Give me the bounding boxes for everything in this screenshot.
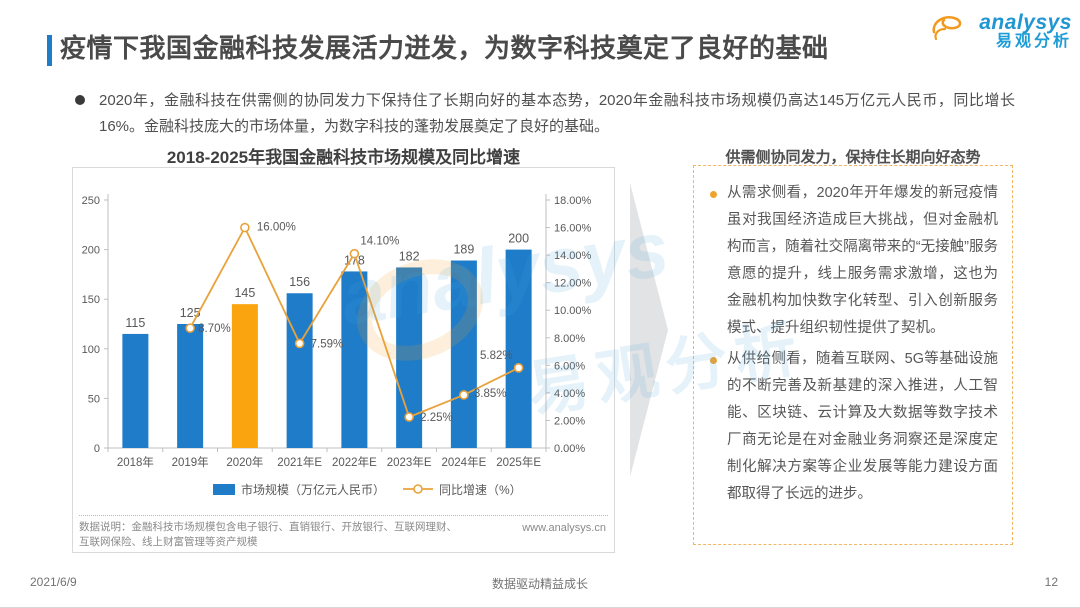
svg-text:16.00%: 16.00% xyxy=(554,223,592,235)
svg-text:14.10%: 14.10% xyxy=(360,236,399,248)
svg-text:182: 182 xyxy=(399,249,420,263)
footer: 2021/6/9 数据驱动精益成长 12 xyxy=(0,575,1080,595)
svg-text:200: 200 xyxy=(508,232,529,246)
svg-text:2018年: 2018年 xyxy=(117,455,154,469)
svg-text:2019年: 2019年 xyxy=(172,455,209,469)
svg-text:7.59%: 7.59% xyxy=(311,338,344,350)
transition-arrow-icon xyxy=(630,183,668,477)
svg-text:16.00%: 16.00% xyxy=(257,222,296,234)
svg-text:2022年E: 2022年E xyxy=(332,455,377,469)
logo-swirl-icon xyxy=(928,12,968,51)
svg-text:8.00%: 8.00% xyxy=(554,333,585,345)
svg-text:115: 115 xyxy=(125,316,145,330)
svg-text:2025年E: 2025年E xyxy=(496,455,541,469)
market-chart: 0 50 100 150 200 250 0.00% 2.00% 4.00% 6.00% 8.00%… xyxy=(82,194,592,497)
brand-name: analysys xyxy=(979,11,1072,34)
intro-bullet: 2020年，金融科技在供需侧的协同发力下保持住了长期向好的基本态势，2020年金… xyxy=(75,88,1015,141)
svg-text:14.00%: 14.00% xyxy=(554,250,592,262)
chart-note-row: 数据说明：金融科技市场规模包含电子银行、直销银行、开放银行、互联网理财、互联网保… xyxy=(79,520,606,550)
svg-text:2.25%: 2.25% xyxy=(420,412,453,424)
svg-text:2020年: 2020年 xyxy=(226,455,263,469)
svg-text:0: 0 xyxy=(94,443,100,455)
svg-text:50: 50 xyxy=(88,393,100,405)
footer-slogan: 数据驱动精益成长 xyxy=(491,577,588,591)
footer-date: 2021/6/9 xyxy=(30,575,77,589)
source-url-link[interactable]: www.analysys.cn xyxy=(522,522,606,534)
svg-text:150: 150 xyxy=(82,294,100,306)
chart-title: 2018-2025年我国金融科技市场规模及同比增速 xyxy=(166,148,521,167)
svg-text:145: 145 xyxy=(234,286,255,300)
bullet-dot-icon xyxy=(710,357,717,364)
list-item: 从需求侧看，2020年开年爆发的新冠疫情虽对我国经济造成巨大挑战，但对金融机构而… xyxy=(710,180,998,342)
brand-logo: analysys 易观分析 xyxy=(932,11,1072,51)
svg-text:100: 100 xyxy=(82,344,100,356)
svg-text:250: 250 xyxy=(82,195,100,207)
svg-text:市场规模（万亿元人民币）: 市场规模（万亿元人民币） xyxy=(241,482,385,497)
panel-bullet-text: 从需求侧看，2020年开年爆发的新冠疫情虽对我国经济造成巨大挑战，但对金融机构而… xyxy=(727,185,998,336)
svg-text:125: 125 xyxy=(180,306,201,320)
svg-text:8.70%: 8.70% xyxy=(198,323,231,335)
panel-bullet-text: 从供给侧看，随着互联网、5G等基础设施的不断完善及新基建的深入推进，人工智能、区… xyxy=(727,351,998,502)
brand-name-cn: 易观分析 xyxy=(995,33,1072,51)
intro-bullet-text: 2020年，金融科技在供需侧的协同发力下保持住了长期向好的基本态势，2020年金… xyxy=(99,92,1015,136)
page-title: 疫情下我国金融科技发展活力迸发，为数字科技奠定了良好的基础 xyxy=(60,33,829,63)
chart-note-text: 数据说明：金融科技市场规模包含电子银行、直销银行、开放银行、互联网理财、互联网保… xyxy=(79,521,457,549)
note-divider xyxy=(79,515,608,516)
bullet-dot-icon xyxy=(75,95,85,105)
svg-text:2.00%: 2.00% xyxy=(554,415,585,427)
svg-text:2021年E: 2021年E xyxy=(277,455,322,469)
svg-text:3.85%: 3.85% xyxy=(474,388,507,400)
svg-text:189: 189 xyxy=(453,243,474,257)
right-panel-heading: 供需侧协同发力，保持住长期向好态势 xyxy=(725,149,981,166)
svg-text:12.00%: 12.00% xyxy=(554,278,592,290)
svg-text:2024年E: 2024年E xyxy=(441,455,486,469)
svg-text:18.00%: 18.00% xyxy=(554,195,592,207)
right-panel: 从需求侧看，2020年开年爆发的新冠疫情虽对我国经济造成巨大挑战，但对金融机构而… xyxy=(693,165,1013,545)
svg-text:200: 200 xyxy=(82,245,100,257)
market-chart-box: 0 50 100 150 200 250 0.00% 2.00% 4.00% 6.00% 8.00%… xyxy=(72,167,615,553)
page-number: 12 xyxy=(1044,575,1058,589)
svg-text:5.82%: 5.82% xyxy=(480,350,513,362)
svg-text:0.00%: 0.00% xyxy=(554,443,585,455)
svg-text:同比增速（%）: 同比增速（%） xyxy=(439,483,522,497)
bullet-dot-icon xyxy=(710,191,717,198)
svg-text:4.00%: 4.00% xyxy=(554,388,585,400)
svg-text:2023年E: 2023年E xyxy=(387,455,432,469)
svg-text:6.00%: 6.00% xyxy=(554,360,585,372)
svg-text:10.00%: 10.00% xyxy=(554,305,592,317)
title-accent-bar xyxy=(47,35,52,66)
svg-text:156: 156 xyxy=(289,275,310,289)
list-item: 从供给侧看，随着互联网、5G等基础设施的不断完善及新基建的深入推进，人工智能、区… xyxy=(710,346,998,508)
